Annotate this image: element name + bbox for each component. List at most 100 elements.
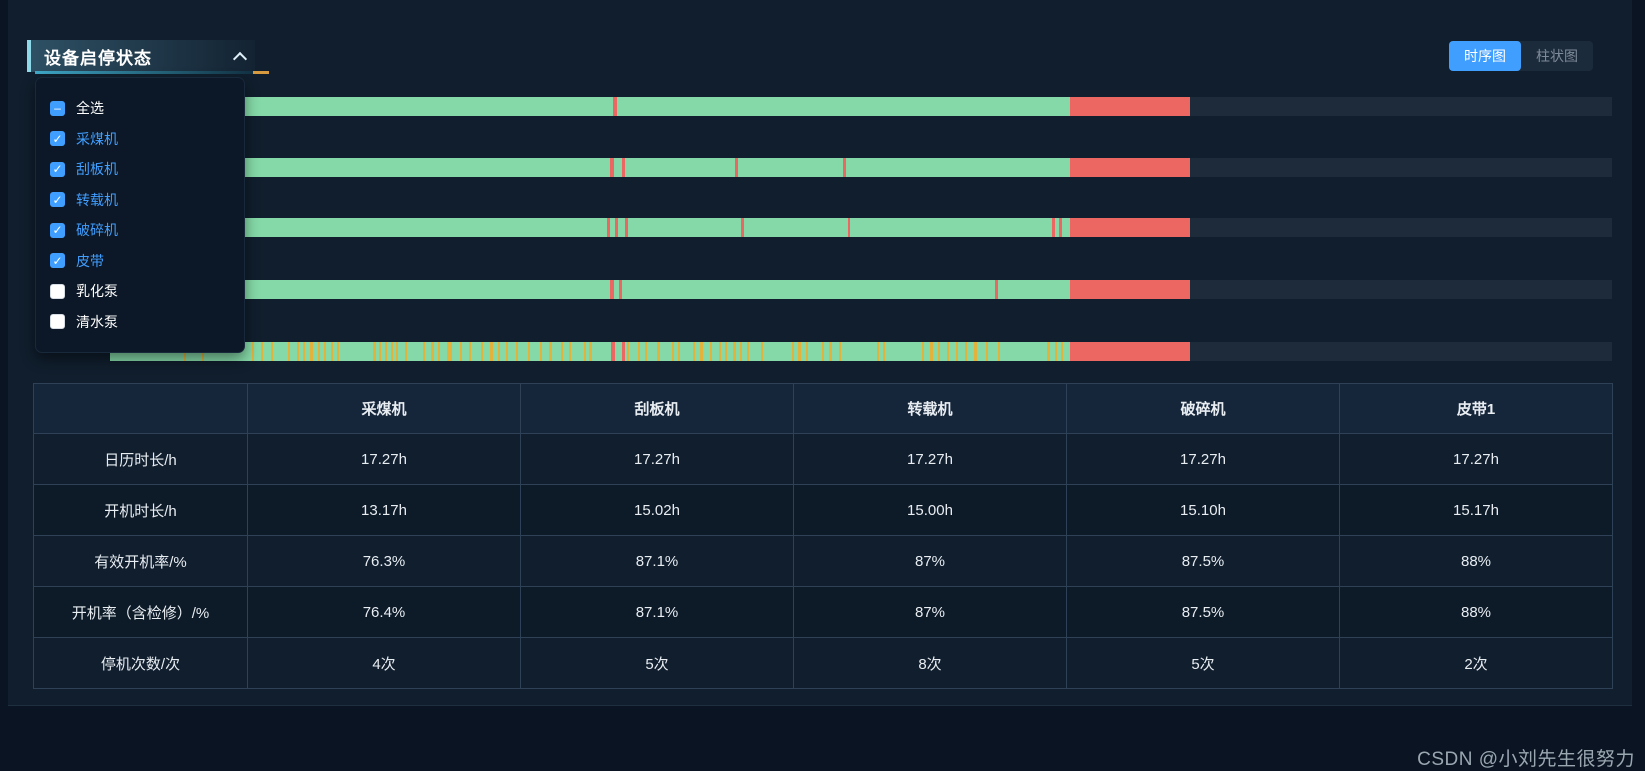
checkbox-checked-icon[interactable]: ✓ (50, 253, 65, 269)
device-filter-label: 破碎机 (76, 222, 118, 239)
warning-tick (548, 342, 552, 361)
warning-tick (876, 342, 879, 361)
warning-tick (956, 342, 959, 361)
warning-tick (481, 342, 484, 361)
timeline-track-转载机 (110, 218, 1612, 237)
table-cell: 87% (793, 535, 1067, 587)
warning-tick (965, 342, 968, 361)
checkbox-indeterminate-icon[interactable]: – (50, 100, 65, 116)
table-row-label: 开机率（含检修）/% (33, 586, 248, 638)
device-filter-item-7[interactable]: 清水泵 (36, 307, 244, 338)
table-cell: 15.02h (520, 484, 794, 536)
device-filter-item-6[interactable]: 乳化泵 (36, 276, 244, 307)
tab-timeline-chart[interactable]: 时序图 (1449, 41, 1521, 71)
stop-tick (740, 218, 744, 237)
table-header: 采煤机 刮板机 转载机 破碎机 皮带1 (33, 383, 1613, 434)
warning-tick (431, 342, 435, 361)
warning-tick (718, 342, 721, 361)
warning-tick (973, 342, 977, 361)
table-column-header: 破碎机 (1066, 383, 1340, 434)
warning-tick (302, 342, 305, 361)
warning-tick (747, 342, 750, 361)
warning-tick (323, 342, 326, 361)
timeline-track-破碎机 (110, 280, 1612, 299)
warning-tick (739, 342, 742, 361)
table-cell: 17.27h (247, 433, 521, 485)
warning-tick (287, 342, 290, 361)
warning-tick (733, 342, 737, 361)
warning-tick (296, 342, 299, 361)
stop-tick (609, 158, 614, 177)
warning-tick (337, 342, 340, 361)
equipment-stats-table: 采煤机 刮板机 转载机 破碎机 皮带1 日历时长/h 17.27h 17.27h 17.27h… (33, 383, 1613, 689)
table-cell: 17.27h (1066, 433, 1340, 485)
warning-tick (998, 342, 1001, 361)
device-filter-label: 清水泵 (76, 313, 118, 330)
warning-tick (540, 342, 543, 361)
stopped-segment (1069, 342, 1190, 361)
checkbox-checked-icon[interactable]: ✓ (50, 131, 65, 147)
warning-tick (838, 342, 841, 361)
checkbox-unchecked-icon[interactable] (50, 283, 65, 299)
header-underline (35, 71, 269, 74)
warning-tick (490, 342, 493, 361)
table-cell: 76.3% (247, 535, 521, 587)
timeline-track-刮板机 (110, 158, 1612, 177)
device-filter-label: 全选 (76, 100, 104, 117)
warning-tick (693, 342, 696, 361)
stop-tick (847, 218, 850, 237)
stop-tick (609, 280, 614, 299)
stop-tick (1051, 218, 1055, 237)
device-filter-label: 乳化泵 (76, 283, 118, 300)
stopped-segment (1069, 218, 1190, 237)
device-filter-item-3[interactable]: ✓ 转载机 (36, 185, 244, 216)
warning-tick (505, 342, 508, 361)
warning-tick (797, 342, 801, 361)
warning-tick (385, 342, 388, 361)
table-row-label: 开机时长/h (33, 484, 248, 536)
tab-bar-chart[interactable]: 柱状图 (1521, 41, 1593, 71)
warning-tick (469, 342, 472, 361)
device-filter-item-0[interactable]: – 全选 (36, 93, 244, 124)
warning-tick (317, 342, 320, 361)
stop-tick (607, 218, 611, 237)
device-filter-item-1[interactable]: ✓ 采煤机 (36, 124, 244, 155)
running-segment (110, 218, 1070, 237)
device-filter-item-2[interactable]: ✓ 刮板机 (36, 154, 244, 185)
table-corner-cell (33, 383, 248, 434)
table-row: 开机时长/h 13.17h 15.02h 15.00h 15.10h 15.17h (33, 484, 1613, 536)
checkbox-checked-icon[interactable]: ✓ (50, 222, 65, 238)
timeline-track-采煤机 (110, 97, 1612, 116)
warning-tick (331, 342, 334, 361)
checkbox-unchecked-icon[interactable] (50, 314, 65, 330)
warning-tick (251, 342, 254, 361)
warning-tick (583, 342, 586, 361)
table-cell: 88% (1339, 586, 1613, 638)
table-row: 有效开机率/% 76.3% 87.1% 87% 87.5% 88% (33, 535, 1613, 587)
warning-tick (372, 342, 376, 361)
device-filter-item-4[interactable]: ✓ 破碎机 (36, 215, 244, 246)
table-cell: 2次 (1339, 637, 1613, 689)
table-cell: 17.27h (520, 433, 794, 485)
table-row-label: 有效开机率/% (33, 535, 248, 587)
warning-tick (656, 342, 660, 361)
timeline-track-皮带 (110, 342, 1612, 361)
watermark: CSDN @小刘先生很努力 (1417, 749, 1635, 770)
checkbox-checked-icon[interactable]: ✓ (50, 161, 65, 177)
warning-tick (391, 342, 394, 361)
checkbox-checked-icon[interactable]: ✓ (50, 192, 65, 208)
warning-tick (379, 342, 382, 361)
warning-tick (822, 342, 825, 361)
table-cell: 17.27h (1339, 433, 1613, 485)
warning-tick (528, 342, 531, 361)
warning-tick (724, 342, 727, 361)
warning-tick (760, 342, 763, 361)
panel-header: 设备启停状态 (27, 40, 255, 72)
table-row-label: 日历时长/h (33, 433, 248, 485)
warning-tick (1047, 342, 1051, 361)
warning-tick (1061, 342, 1064, 361)
warning-tick (404, 342, 407, 361)
device-filter-item-5[interactable]: ✓ 皮带 (36, 246, 244, 277)
equipment-status-panel: 设备启停状态 时序图 柱状图 – 全选 ✓ 采煤机 ✓ 刮板机 ✓ 转载机 ✓ 破碎机 ✓ 皮带 乳化泵… (8, 0, 1632, 706)
table-cell: 5次 (1066, 637, 1340, 689)
